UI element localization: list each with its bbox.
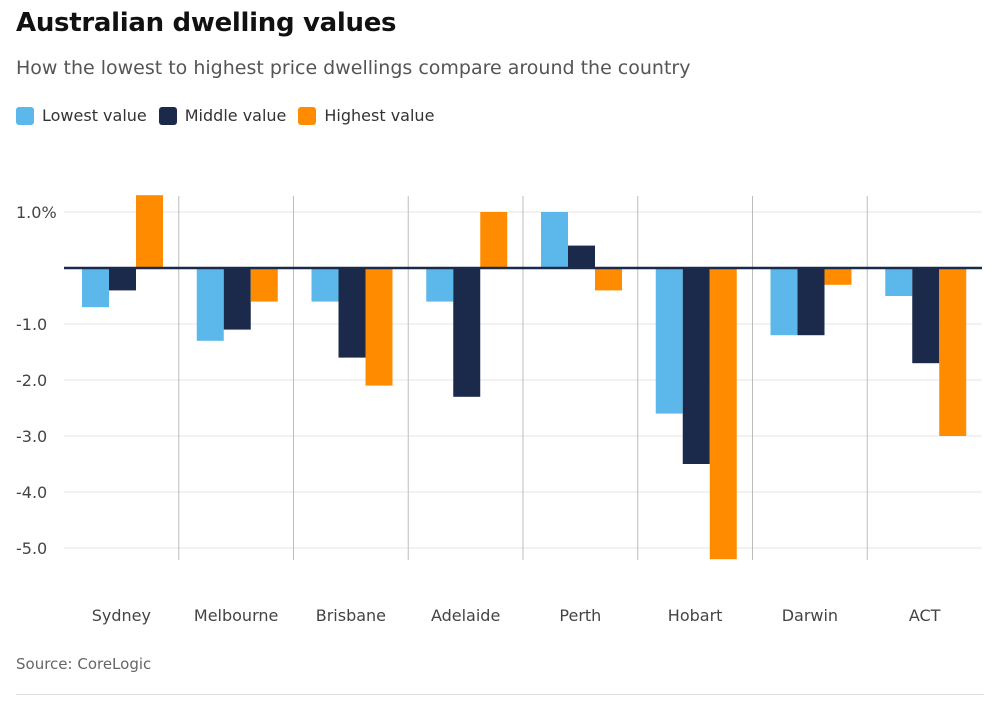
legend-item-middle: Middle value — [158, 106, 287, 125]
bar-highest-value — [824, 268, 852, 285]
x-tick-label: Perth — [559, 606, 601, 625]
legend-label-middle: Middle value — [184, 106, 287, 125]
x-tick-label: Darwin — [782, 606, 838, 625]
bar-highest-value — [709, 268, 737, 560]
bar-middle-value — [568, 245, 595, 268]
bar-highest-value — [480, 212, 508, 268]
chart-subtitle: How the lowest to highest price dwelling… — [16, 57, 691, 79]
legend-label-highest: Highest value — [324, 106, 435, 125]
y-tick-label: -1.0 — [16, 315, 47, 334]
chart-title: Australian dwelling values — [16, 8, 397, 38]
bar-middle-value — [682, 268, 710, 464]
y-tick-label: -2.0 — [16, 371, 47, 390]
bar-middle-value — [912, 268, 940, 364]
y-tick-label: -4.0 — [16, 483, 47, 502]
bar-highest-value — [250, 268, 278, 302]
bar-lowest-value — [426, 268, 454, 302]
y-tick-label: 1.0% — [16, 203, 57, 222]
bar-middle-value — [338, 268, 366, 358]
bar-middle-value — [109, 268, 136, 291]
x-tick-label: Hobart — [668, 606, 723, 625]
bar-highest-value — [136, 195, 163, 268]
bar-lowest-value — [311, 268, 339, 302]
bar-lowest-value — [655, 268, 683, 414]
bar-middle-value — [797, 268, 825, 336]
bar-highest-value — [595, 268, 622, 291]
bar-highest-value — [365, 268, 393, 386]
bar-lowest-value — [196, 268, 224, 341]
bar-middle-value — [223, 268, 251, 330]
legend-item-lowest: Lowest value — [16, 106, 147, 125]
bar-middle-value — [453, 268, 481, 397]
x-tick-label: Brisbane — [316, 606, 386, 625]
bar-lowest-value — [82, 268, 109, 308]
chart-legend: Lowest value Middle value Highest value — [16, 106, 434, 125]
y-tick-label: -5.0 — [16, 539, 47, 558]
x-tick-label: Adelaide — [431, 606, 500, 625]
y-tick-label: -3.0 — [16, 427, 47, 446]
legend-swatch-highest — [298, 106, 317, 125]
x-tick-label: Melbourne — [194, 606, 278, 625]
x-tick-label: ACT — [909, 606, 941, 625]
bar-lowest-value — [885, 268, 913, 296]
legend-item-highest: Highest value — [298, 106, 434, 125]
legend-swatch-middle — [158, 106, 177, 125]
footer-divider — [16, 694, 984, 695]
legend-swatch-lowest — [16, 106, 34, 125]
bar-highest-value — [939, 268, 967, 436]
legend-label-lowest: Lowest value — [42, 106, 147, 125]
source-note: Source: CoreLogic — [16, 655, 152, 673]
bar-lowest-value — [770, 268, 798, 336]
bar-lowest-value — [541, 212, 568, 268]
x-tick-label: Sydney — [92, 606, 151, 625]
